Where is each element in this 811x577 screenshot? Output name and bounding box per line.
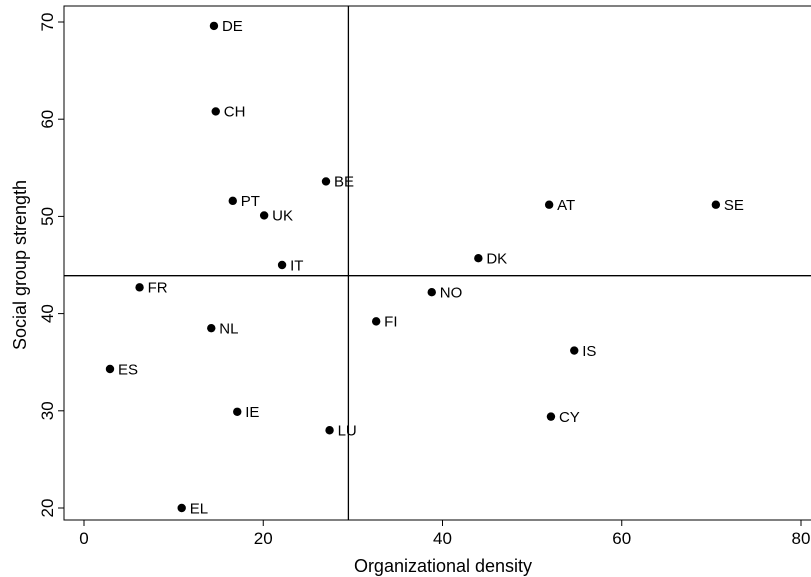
point-marker-es — [105, 364, 115, 374]
x-tick-label: 60 — [612, 529, 631, 548]
point-marker-de — [209, 21, 219, 31]
point-label-ie: IE — [245, 404, 259, 421]
y-tick-label: 70 — [38, 13, 57, 32]
plot-frame — [63, 5, 811, 521]
point-label-dk: DK — [486, 250, 507, 267]
point-label-fi: FI — [384, 314, 397, 331]
y-tick-label: 60 — [38, 110, 57, 129]
point-marker-it — [277, 260, 287, 270]
point-label-se: SE — [724, 197, 744, 214]
point-marker-el — [177, 503, 186, 513]
point-label-uk: UK — [272, 208, 293, 225]
point-label-is: IS — [582, 343, 596, 360]
y-tick-label: 40 — [38, 304, 57, 323]
point-label-fr: FR — [148, 280, 168, 297]
point-label-cy: CY — [559, 409, 580, 426]
point-marker-ie — [233, 407, 242, 416]
point-label-es: ES — [118, 361, 138, 378]
data-points: DE CH BE PT UK AT SE IT DK FR NO FI NL IS ES IE CY LU EL — [105, 18, 744, 517]
point-marker-be — [321, 177, 331, 186]
y-tick-label: 50 — [38, 207, 57, 226]
point-marker-at — [544, 200, 554, 209]
point-marker-ch — [211, 107, 220, 116]
point-marker-nl — [207, 323, 216, 333]
point-label-at: AT — [557, 197, 575, 214]
point-marker-fr — [135, 283, 144, 292]
y-tick-label: 20 — [38, 499, 57, 518]
point-label-nl: NL — [219, 320, 238, 337]
point-marker-uk — [259, 211, 269, 220]
x-tick-label: 40 — [433, 529, 452, 548]
point-label-be: BE — [334, 174, 354, 191]
x-tick-label: 0 — [79, 529, 88, 548]
point-marker-fi — [371, 317, 381, 326]
point-marker-dk — [474, 253, 483, 263]
point-marker-lu — [325, 426, 334, 435]
point-label-ch: CH — [224, 104, 246, 121]
point-label-el: EL — [190, 500, 208, 517]
point-label-de: DE — [222, 18, 243, 35]
y-axis-title: Social group strength — [10, 180, 30, 350]
point-label-it: IT — [290, 257, 303, 274]
point-marker-cy — [546, 412, 556, 421]
reference-lines — [64, 6, 811, 520]
point-label-pt: PT — [241, 193, 260, 210]
y-axis: 20 30 40 50 60 70 — [38, 13, 64, 518]
point-marker-no — [427, 288, 436, 297]
point-marker-se — [711, 200, 721, 209]
point-marker-pt — [228, 196, 237, 206]
x-axis: 0 20 40 60 80 — [79, 520, 810, 548]
point-label-lu: LU — [338, 422, 357, 439]
point-marker-is — [570, 346, 579, 355]
point-label-no: NO — [440, 284, 463, 301]
x-tick-label: 20 — [254, 529, 273, 548]
x-tick-label: 80 — [792, 529, 811, 548]
y-tick-label: 30 — [38, 401, 57, 420]
x-axis-title: Organizational density — [354, 556, 532, 576]
